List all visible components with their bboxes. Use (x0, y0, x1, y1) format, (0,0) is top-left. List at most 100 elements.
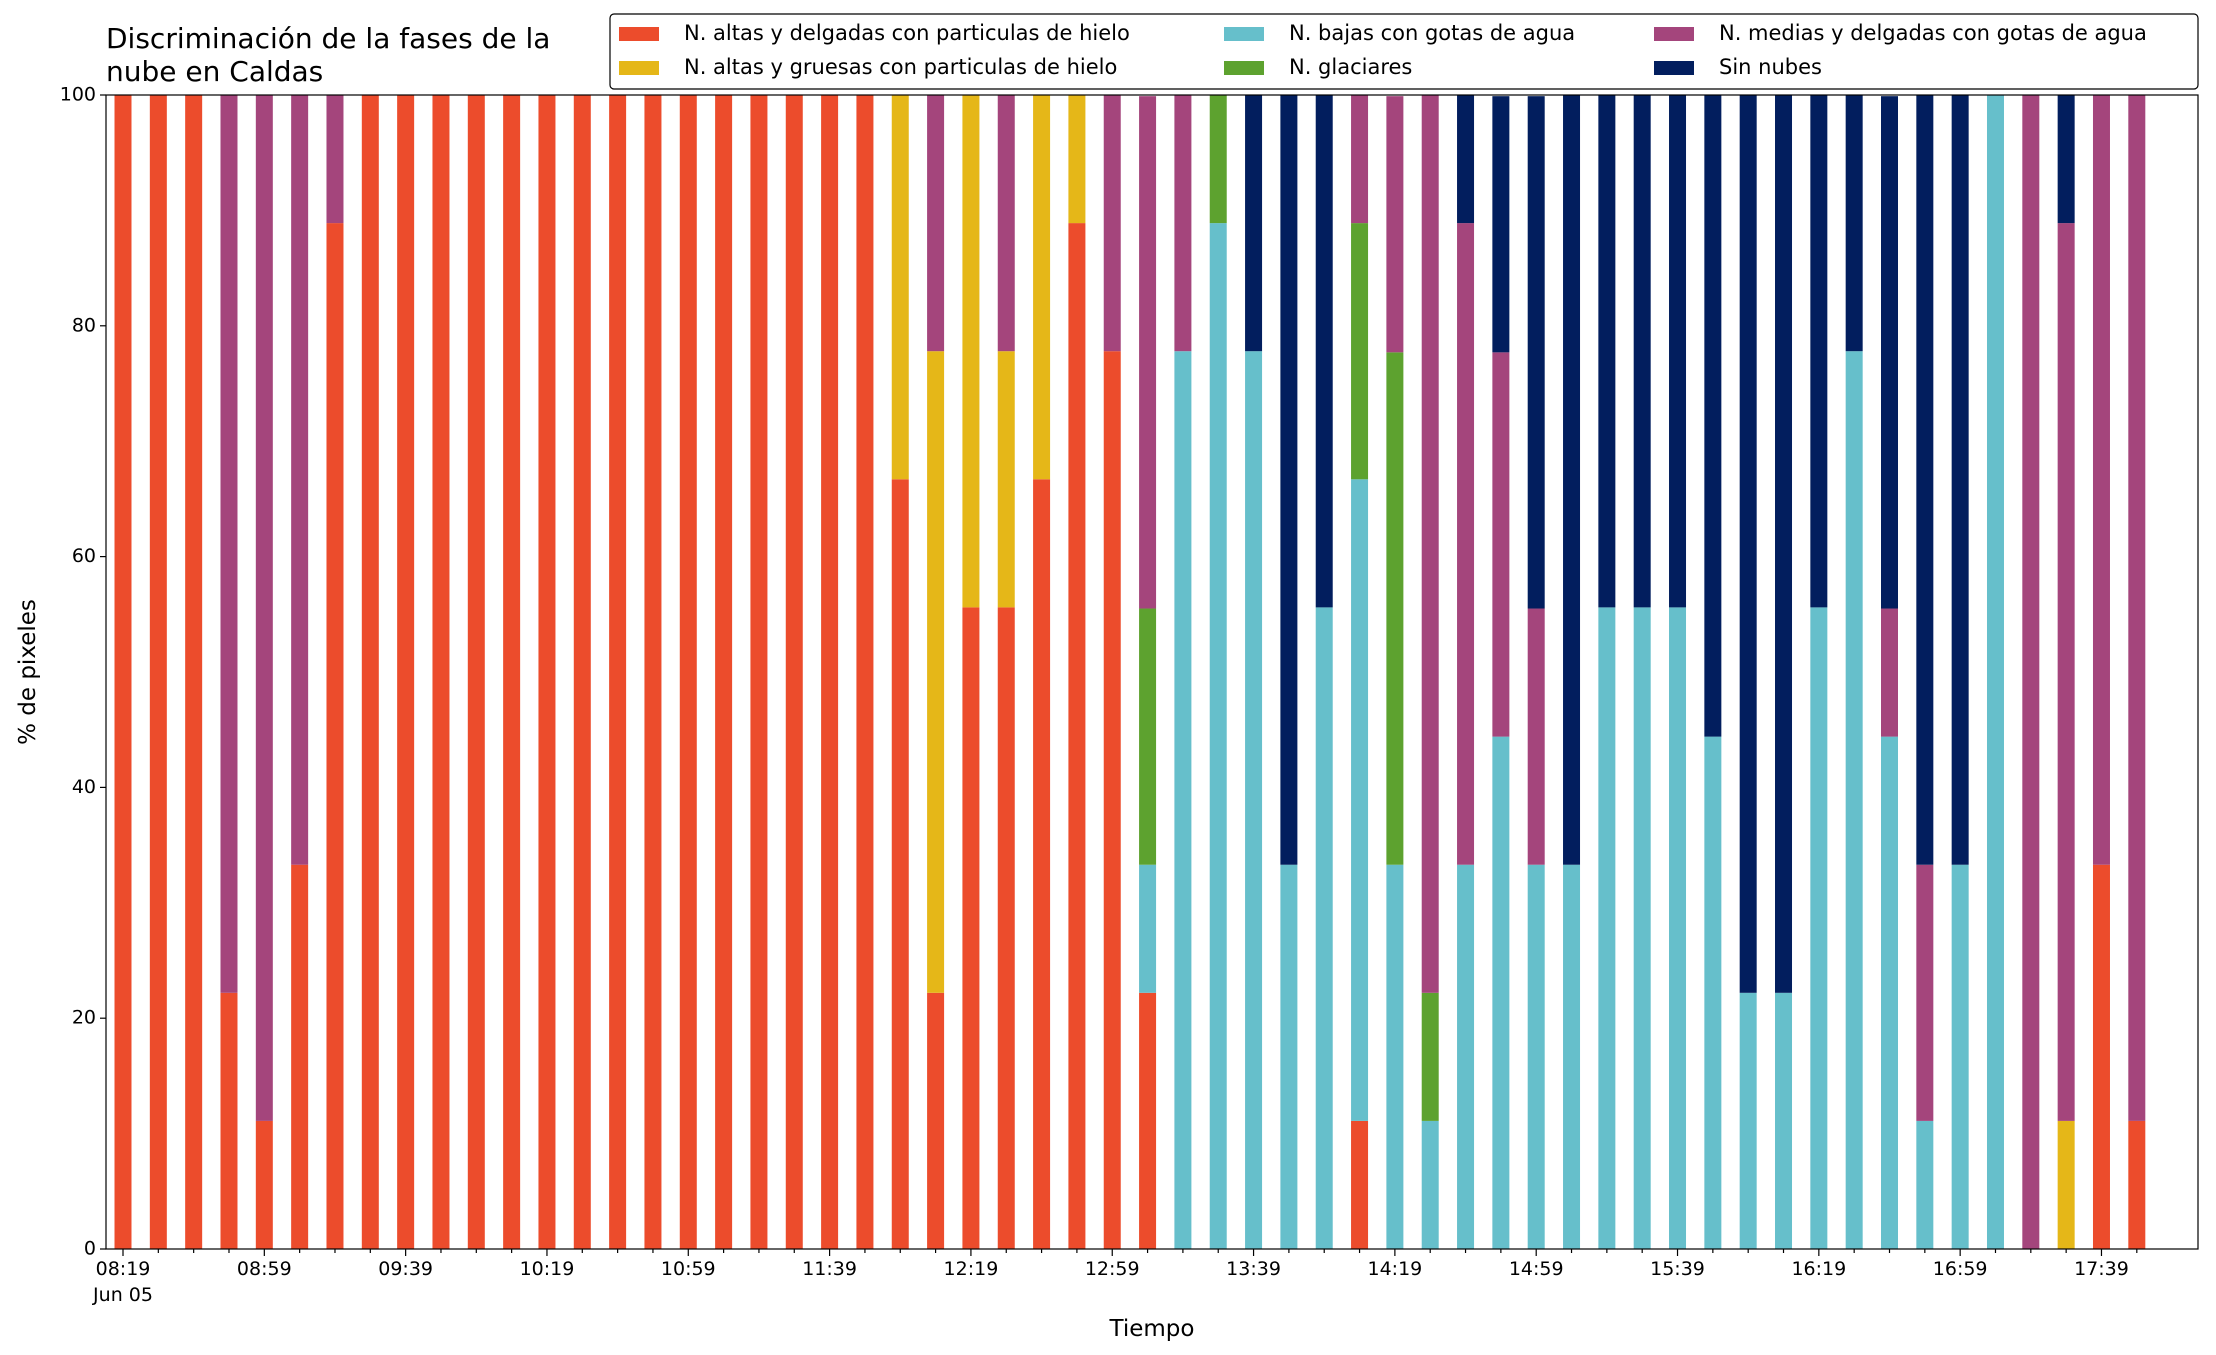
bar-segment (1527, 864, 1545, 1249)
bar-segment (1139, 96, 1157, 609)
bar-segment (397, 95, 415, 1249)
bar-segment (1103, 351, 1121, 1249)
x-axis-label: Tiempo (1109, 1316, 1195, 1342)
bar-segment (1739, 95, 1757, 993)
x-tick-label: 10:19 (520, 1258, 575, 1280)
bar-segment (821, 95, 839, 1249)
x-tick-label: 08:59 (237, 1258, 292, 1280)
bar-segment (1881, 608, 1898, 737)
x-tick-label: 15:39 (1650, 1258, 1705, 1280)
legend-swatch (1224, 61, 1264, 75)
bar-segment (1139, 992, 1157, 1249)
y-tick-label: 40 (72, 776, 96, 798)
bar-segment (1845, 95, 1863, 352)
bar-segment (326, 95, 344, 224)
bar-segment (2128, 95, 2146, 1121)
bar-segment (1351, 95, 1369, 224)
bar-segment (1492, 96, 1510, 353)
bar-segment (2092, 95, 2110, 865)
x-tick-label: 14:19 (1367, 1258, 1422, 1280)
legend-swatch (619, 27, 659, 41)
y-tick-label: 60 (72, 545, 96, 567)
x-tick-label: 11:39 (802, 1258, 857, 1280)
bar-segment (644, 95, 662, 1249)
bar-segment (1881, 736, 1898, 1249)
bar-segment (785, 95, 803, 1249)
bar-segment (149, 95, 167, 1249)
bar-segment (2057, 1120, 2075, 1249)
x-tick-label: 13:39 (1226, 1258, 1281, 1280)
legend-swatch (1224, 27, 1264, 41)
legend-swatch (1654, 27, 1694, 41)
legend-label: N. altas y delgadas con particulas de hi… (684, 21, 1130, 45)
bar-segment (1704, 736, 1722, 1249)
bar-segment (1810, 95, 1828, 608)
x-tick-label: 16:59 (1933, 1258, 1988, 1280)
bar-segment (1986, 95, 2004, 1249)
bar-segment (1315, 95, 1333, 608)
bar-segment (1280, 864, 1298, 1249)
bar-segment (291, 95, 309, 865)
bar-segment (1457, 223, 1475, 865)
bar-segment (538, 95, 556, 1249)
bar-segment (1457, 95, 1475, 224)
bar-segment (1421, 992, 1439, 1121)
x-tick-label: 14:59 (1509, 1258, 1564, 1280)
bar-segment (1669, 607, 1687, 1249)
bar-segment (962, 95, 980, 608)
bar-segment (1598, 95, 1616, 608)
y-axis-label: % de pixeles (15, 599, 41, 745)
bar-segment (927, 992, 945, 1249)
bar-segment (1421, 1120, 1439, 1249)
bar-segment (114, 95, 132, 1249)
bar-segment (1280, 95, 1298, 865)
legend-label: N. glaciares (1289, 55, 1412, 79)
bar-segment (1103, 95, 1121, 352)
bar-segment (1563, 95, 1581, 865)
bar-segment (220, 992, 238, 1249)
y-tick-label: 100 (60, 84, 96, 106)
bar-segment (856, 95, 874, 1249)
bar-segment (326, 223, 344, 1249)
bar-segment (1951, 864, 1969, 1249)
bar-segment (679, 95, 697, 1249)
bar-segment (1881, 96, 1898, 609)
bar-segment (1421, 95, 1439, 993)
x-tick-label: 08:19 (96, 1258, 151, 1280)
bar-segment (1351, 479, 1369, 1121)
bar-segment (927, 95, 945, 352)
bar-segment (997, 95, 1015, 352)
bar-segment (1916, 95, 1934, 865)
legend-label: N. medias y delgadas con gotas de agua (1719, 21, 2147, 45)
bar-segment (1174, 95, 1192, 352)
bar-segment (1033, 479, 1051, 1250)
bar-segment (1245, 95, 1263, 352)
bar-segment (1245, 351, 1263, 1249)
chart-title: Discriminación de la fases de la nube en… (106, 22, 551, 88)
bar-segment (503, 95, 521, 1249)
bar-segment (1527, 96, 1545, 609)
legend-label: N. bajas con gotas de agua (1289, 21, 1575, 45)
legend-swatch (619, 61, 659, 75)
bar-segment (1739, 992, 1757, 1249)
bar-segment (573, 95, 591, 1249)
bar-segment (962, 607, 980, 1249)
bar-segment (1351, 223, 1369, 480)
bar-segment (927, 351, 945, 993)
x-tick-label: 12:59 (1085, 1258, 1140, 1280)
bar-segment (1386, 352, 1404, 865)
legend-label: Sin nubes (1719, 55, 1822, 79)
bar-segment (1351, 1120, 1369, 1249)
bar-segment (891, 95, 909, 480)
bar-segment (185, 95, 203, 1249)
bar-segment (1209, 223, 1227, 1249)
bar-segment (255, 1120, 273, 1249)
bar-segment (1139, 608, 1157, 865)
bar-segment (1492, 352, 1510, 737)
bar-segment (1633, 607, 1651, 1249)
bar-segment (361, 95, 379, 1249)
bar-segment (2128, 1120, 2146, 1249)
bar-segment (1527, 608, 1545, 865)
bar-segment (1598, 607, 1616, 1249)
